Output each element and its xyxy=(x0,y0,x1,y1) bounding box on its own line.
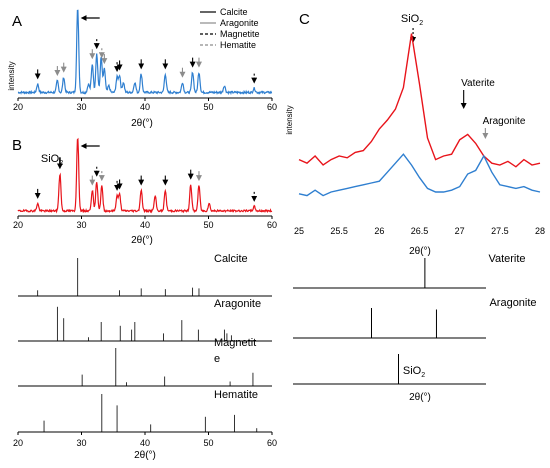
panel-b: B SiO2 20 30 40 50 60 2θ(°) xyxy=(12,137,277,246)
panel-c-red-pattern xyxy=(298,33,541,168)
panel-c-tick-label: 26 xyxy=(374,226,384,236)
legend-label: Magnetite xyxy=(220,29,260,39)
ref-right-sio2-subscript: 2 xyxy=(421,372,425,379)
ref-right-label: Aragonite xyxy=(489,297,536,309)
panel-a-tick-label: 30 xyxy=(76,102,86,112)
panel-a-xlabel: 2θ(°) xyxy=(131,118,153,129)
legend-label: Calcite xyxy=(220,7,248,17)
panel-b-tick-label: 20 xyxy=(13,220,23,230)
panel-b-xlabel: 2θ(°) xyxy=(131,235,153,246)
panel-b-tick-label: 30 xyxy=(76,220,86,230)
ref-right-label-sio2: SiO2 xyxy=(403,365,425,379)
panel-c-tick-label: 25 xyxy=(294,226,304,236)
ref-left-label: e xyxy=(214,353,220,365)
ref-left-tick-label: 40 xyxy=(140,438,150,448)
panel-a-letter: A xyxy=(12,13,22,30)
panel-c-sio2-subscript: 2 xyxy=(419,20,423,27)
panel-c-aragonite-label: Aragonite xyxy=(483,116,526,127)
panel-a-ylabel: intensity xyxy=(7,61,16,90)
panel-b-red-pattern xyxy=(17,137,273,214)
ref-left-tick-label: 50 xyxy=(203,438,213,448)
panel-c: C intensity SiO2 Vaterite Aragonite 25 25… xyxy=(285,11,545,257)
ref-left-tick-label: 30 xyxy=(76,438,86,448)
panel-c-xlabel: 2θ(°) xyxy=(409,246,431,257)
ref-left-xlabel: 2θ(°) xyxy=(134,450,156,461)
panel-b-letter: B xyxy=(12,137,22,154)
panel-c-letter: C xyxy=(299,11,310,28)
panel-a-tick-label: 50 xyxy=(203,102,213,112)
panel-b-tick-label: 60 xyxy=(267,220,277,230)
panel-a: A intensity 20 30 40 50 60 2θ(°) xyxy=(7,9,277,129)
panel-c-tick-label: 25.5 xyxy=(330,226,348,236)
panel-a-tick-label: 20 xyxy=(13,102,23,112)
legend-label: Hematite xyxy=(220,40,256,50)
ref-left-tick-label: 20 xyxy=(13,438,23,448)
panel-c-tick-label: 28 xyxy=(535,226,545,236)
panel-a-tick-label: 60 xyxy=(267,102,277,112)
panel-c-x-ticks: 25 25.5 26 26.5 27 27.5 28 xyxy=(294,226,545,236)
panel-a-markers xyxy=(34,15,258,84)
ref-left-label: Calcite xyxy=(214,253,248,265)
ref-right-xlabel: 2θ(°) xyxy=(409,392,431,403)
legend-label: Aragonite xyxy=(220,18,259,28)
right-reference-patterns: SiO2 Vaterite Aragonite 2θ(°) xyxy=(293,253,537,403)
panel-b-tick-label: 50 xyxy=(203,220,213,230)
panel-c-tick-label: 26.5 xyxy=(411,226,429,236)
ref-left-label: Aragonite xyxy=(214,298,261,310)
ref-left-label: Hematite xyxy=(214,389,258,401)
ref-left-label: Magnetit xyxy=(214,337,256,349)
panel-c-vaterite-label: Vaterite xyxy=(461,78,495,89)
panel-c-sio2-label: SiO2 xyxy=(401,13,423,27)
panel-b-x-ticks: 20 30 40 50 60 xyxy=(13,216,277,230)
panel-a-blue-pattern xyxy=(17,9,273,96)
panel-a-tick-label: 40 xyxy=(140,102,150,112)
panel-c-tick-label: 27 xyxy=(455,226,465,236)
panel-b-tick-label: 40 xyxy=(140,220,150,230)
ref-right-label: Vaterite xyxy=(488,253,525,265)
panel-c-blue-pattern xyxy=(298,153,541,197)
panel-b-markers xyxy=(34,143,258,202)
ref-left-tick-label: 60 xyxy=(267,438,277,448)
panel-c-ylabel: intensity xyxy=(285,105,294,134)
panel-c-markers xyxy=(410,28,489,139)
panel-c-tick-label: 27.5 xyxy=(491,226,509,236)
panel-a-x-ticks: 20 30 40 50 60 xyxy=(13,98,277,112)
left-reference-patterns: Calcite Aragonite Magnetit e Hematite 20 30 40 5… xyxy=(13,253,277,461)
